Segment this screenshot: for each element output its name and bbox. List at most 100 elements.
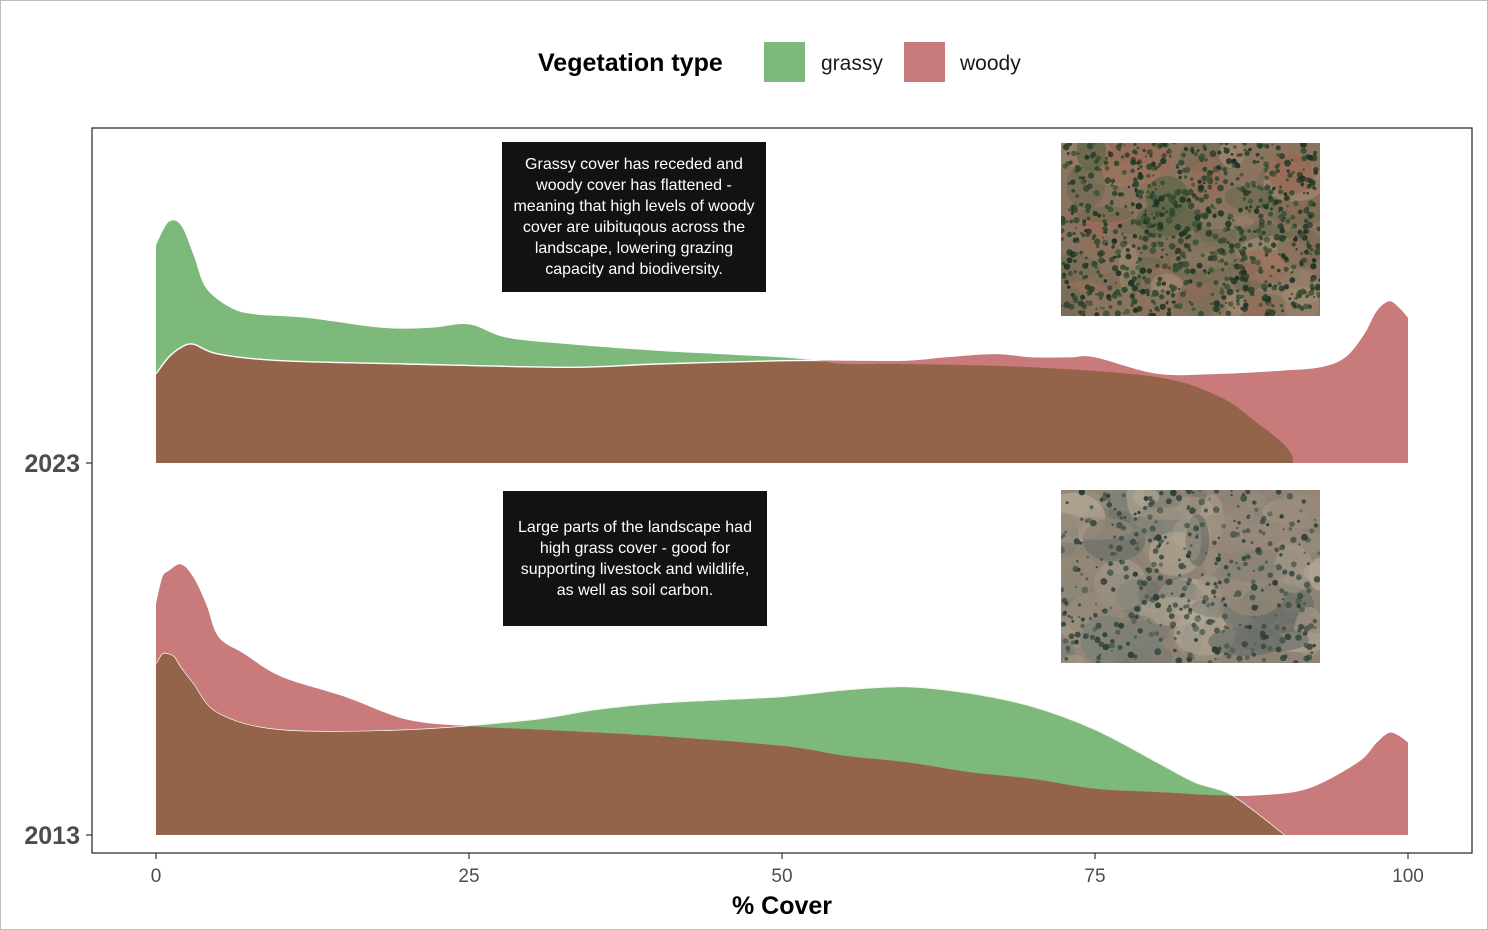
satellite-tree <box>1257 566 1263 572</box>
satellite-tree <box>1226 288 1234 296</box>
satellite-tree <box>1299 260 1303 264</box>
satellite-tree <box>1244 206 1249 210</box>
satellite-tree <box>1256 205 1260 209</box>
y-tick-label-2023: 2023 <box>24 450 80 478</box>
satellite-tree <box>1187 188 1194 196</box>
satellite-tree <box>1306 293 1310 297</box>
satellite-tree <box>1138 194 1143 200</box>
satellite-tree <box>1086 556 1090 559</box>
satellite-tree <box>1070 640 1075 645</box>
satellite-tree <box>1117 254 1121 258</box>
satellite-tree <box>1231 162 1237 168</box>
satellite-tree <box>1147 496 1153 501</box>
satellite-tree <box>1242 246 1247 251</box>
satellite-tree <box>1164 210 1169 214</box>
satellite-tree <box>1169 490 1177 497</box>
x-tick-label-50: 50 <box>771 866 792 887</box>
satellite-tree <box>1102 307 1105 310</box>
satellite-tree <box>1120 155 1125 159</box>
satellite-tree <box>1245 181 1250 187</box>
satellite-tree <box>1158 543 1162 547</box>
satellite-tree <box>1096 655 1101 661</box>
satellite-tree <box>1237 187 1240 191</box>
satellite-tree <box>1066 151 1070 156</box>
satellite-tree <box>1247 286 1255 294</box>
satellite-tree <box>1115 255 1119 259</box>
satellite-tree <box>1222 613 1228 620</box>
satellite-tree <box>1185 490 1193 495</box>
satellite-tree <box>1108 561 1113 567</box>
satellite-tree <box>1068 303 1075 310</box>
y-tick-label-2013: 2013 <box>24 822 80 850</box>
satellite-tree <box>1113 507 1117 511</box>
satellite-tree <box>1161 248 1164 251</box>
satellite-tree <box>1095 244 1100 248</box>
satellite-image-2013 <box>1061 490 1320 663</box>
satellite-tree <box>1061 597 1068 604</box>
satellite-patch <box>1062 654 1086 663</box>
satellite-tree <box>1298 543 1301 546</box>
satellite-tree <box>1181 189 1188 196</box>
axes: % Cover 0 25 50 75 100 2023 2013 <box>24 450 1423 920</box>
satellite-tree <box>1238 207 1243 213</box>
annotation-2023: Grassy cover has receded and woody cover… <box>502 142 766 292</box>
satellite-tree <box>1314 248 1320 256</box>
satellite-tree <box>1241 254 1248 262</box>
satellite-tree <box>1201 175 1208 182</box>
satellite-tree <box>1261 657 1266 663</box>
satellite-tree <box>1119 516 1123 520</box>
satellite-tree <box>1288 527 1293 531</box>
satellite-tree <box>1165 579 1171 585</box>
satellite-tree <box>1277 223 1284 230</box>
satellite-tree <box>1230 493 1233 497</box>
satellite-tree <box>1196 262 1203 269</box>
satellite-tree <box>1169 207 1175 214</box>
satellite-tree <box>1186 198 1192 203</box>
satellite-tree <box>1185 553 1191 559</box>
satellite-tree <box>1187 599 1191 603</box>
satellite-tree <box>1177 169 1183 175</box>
satellite-tree <box>1196 223 1202 229</box>
satellite-tree <box>1138 235 1144 241</box>
satellite-tree <box>1094 603 1098 606</box>
satellite-tree <box>1112 242 1116 246</box>
satellite-tree <box>1073 538 1080 545</box>
satellite-tree <box>1190 146 1194 150</box>
satellite-tree <box>1312 618 1318 624</box>
satellite-tree <box>1167 307 1172 312</box>
satellite-tree <box>1168 243 1176 250</box>
legend-key-woody <box>904 42 945 82</box>
satellite-tree <box>1062 611 1067 617</box>
satellite-tree <box>1217 238 1224 244</box>
satellite-tree <box>1250 583 1258 591</box>
satellite-tree <box>1123 574 1130 580</box>
satellite-tree <box>1204 552 1208 555</box>
satellite-tree <box>1117 192 1123 197</box>
satellite-tree <box>1165 237 1168 240</box>
satellite-tree <box>1142 244 1148 251</box>
satellite-tree <box>1061 237 1064 241</box>
satellite-tree <box>1187 577 1192 583</box>
satellite-tree <box>1260 643 1267 649</box>
satellite-tree <box>1166 541 1169 545</box>
satellite-tree <box>1226 572 1231 577</box>
satellite-tree <box>1207 184 1213 190</box>
satellite-tree <box>1278 153 1285 160</box>
satellite-tree <box>1099 306 1102 309</box>
satellite-tree <box>1079 203 1083 207</box>
satellite-tree <box>1271 285 1277 291</box>
legend: Vegetation type grassy woody <box>538 42 1021 82</box>
satellite-tree <box>1182 585 1188 592</box>
satellite-tree <box>1290 226 1293 230</box>
satellite-tree <box>1146 221 1153 228</box>
satellite-tree <box>1098 653 1102 657</box>
satellite-tree <box>1300 184 1304 187</box>
satellite-tree <box>1160 539 1164 543</box>
satellite-tree <box>1158 294 1165 300</box>
x-axis-label: % Cover <box>732 892 832 920</box>
satellite-tree <box>1210 302 1213 306</box>
satellite-tree <box>1260 187 1264 191</box>
satellite-tree <box>1188 279 1193 284</box>
satellite-tree <box>1071 150 1077 157</box>
satellite-tree <box>1175 262 1182 269</box>
